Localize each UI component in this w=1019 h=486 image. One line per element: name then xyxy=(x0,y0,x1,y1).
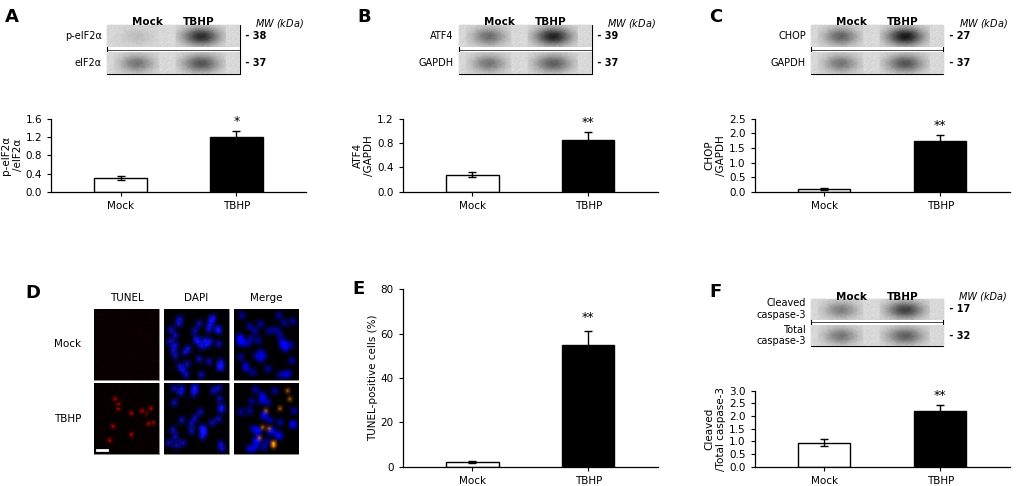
Bar xyxy=(810,299,943,346)
Y-axis label: p-eIF2α
/eIF2α: p-eIF2α /eIF2α xyxy=(1,136,22,175)
Text: TBHP: TBHP xyxy=(886,292,918,302)
Text: - 37: - 37 xyxy=(243,58,266,69)
Bar xyxy=(95,383,159,454)
Text: GAPDH: GAPDH xyxy=(419,58,453,69)
Y-axis label: Cleaved
/Total caspase-3: Cleaved /Total caspase-3 xyxy=(704,387,726,470)
Text: Merge: Merge xyxy=(250,293,282,303)
Text: $\mathit{MW}$ (kDa): $\mathit{MW}$ (kDa) xyxy=(606,17,655,30)
Text: - 32: - 32 xyxy=(946,330,969,341)
Bar xyxy=(233,383,299,454)
Text: ATF4: ATF4 xyxy=(430,31,453,41)
Bar xyxy=(446,462,498,467)
Text: - 37: - 37 xyxy=(946,58,969,69)
Text: Mock: Mock xyxy=(54,339,82,349)
Bar xyxy=(798,443,850,467)
Text: GAPDH: GAPDH xyxy=(770,58,805,69)
Text: DAPI: DAPI xyxy=(184,293,208,303)
Text: TBHP: TBHP xyxy=(886,17,918,27)
Text: $\mathit{MW}$ (kDa): $\mathit{MW}$ (kDa) xyxy=(958,17,1007,30)
Text: D: D xyxy=(25,284,41,302)
Text: TBHP: TBHP xyxy=(182,17,215,27)
Text: B: B xyxy=(357,8,370,26)
Text: - 39: - 39 xyxy=(594,31,618,41)
Text: E: E xyxy=(352,280,364,298)
Bar xyxy=(210,137,262,192)
Text: - 37: - 37 xyxy=(594,58,618,69)
Y-axis label: TUNEL-positive cells (%): TUNEL-positive cells (%) xyxy=(368,315,378,441)
Text: - 17: - 17 xyxy=(946,304,969,314)
Text: CHOP: CHOP xyxy=(777,31,805,41)
Text: Mock: Mock xyxy=(836,17,866,27)
Bar xyxy=(164,309,228,380)
Bar xyxy=(561,140,613,192)
Text: A: A xyxy=(5,8,19,26)
Text: F: F xyxy=(708,283,720,301)
Bar xyxy=(913,411,965,467)
Text: **: ** xyxy=(933,389,946,402)
Text: p-eIF2α: p-eIF2α xyxy=(65,31,102,41)
Bar xyxy=(164,383,228,454)
Text: MW (kDa): MW (kDa) xyxy=(958,292,1006,302)
Text: Cleaved
caspase-3: Cleaved caspase-3 xyxy=(755,298,805,320)
Bar xyxy=(107,25,239,74)
Y-axis label: CHOP
/GAPDH: CHOP /GAPDH xyxy=(704,135,726,175)
Text: **: ** xyxy=(582,312,594,324)
Text: $\mathit{MW}$ (kDa): $\mathit{MW}$ (kDa) xyxy=(255,17,304,30)
Text: - 38: - 38 xyxy=(243,31,266,41)
Text: TUNEL: TUNEL xyxy=(110,293,144,303)
Y-axis label: ATF4
/GAPDH: ATF4 /GAPDH xyxy=(353,135,374,175)
Text: TBHP: TBHP xyxy=(54,414,82,424)
Bar xyxy=(95,309,159,380)
Bar xyxy=(913,141,965,192)
Text: Total
caspase-3: Total caspase-3 xyxy=(755,325,805,347)
Text: eIF2α: eIF2α xyxy=(74,58,102,69)
Bar xyxy=(95,178,147,192)
Text: C: C xyxy=(708,8,721,26)
Bar xyxy=(798,189,850,192)
Text: Mock: Mock xyxy=(484,17,515,27)
Bar xyxy=(233,309,299,380)
Text: TBHP: TBHP xyxy=(534,17,567,27)
Text: - 27: - 27 xyxy=(946,31,969,41)
Text: Mock: Mock xyxy=(132,17,163,27)
Text: **: ** xyxy=(582,116,594,129)
Bar xyxy=(561,345,613,467)
Text: *: * xyxy=(233,115,239,128)
Bar xyxy=(459,25,591,74)
Text: Mock: Mock xyxy=(836,292,866,302)
Bar xyxy=(810,25,943,74)
Text: **: ** xyxy=(933,119,946,132)
Bar xyxy=(446,175,498,192)
